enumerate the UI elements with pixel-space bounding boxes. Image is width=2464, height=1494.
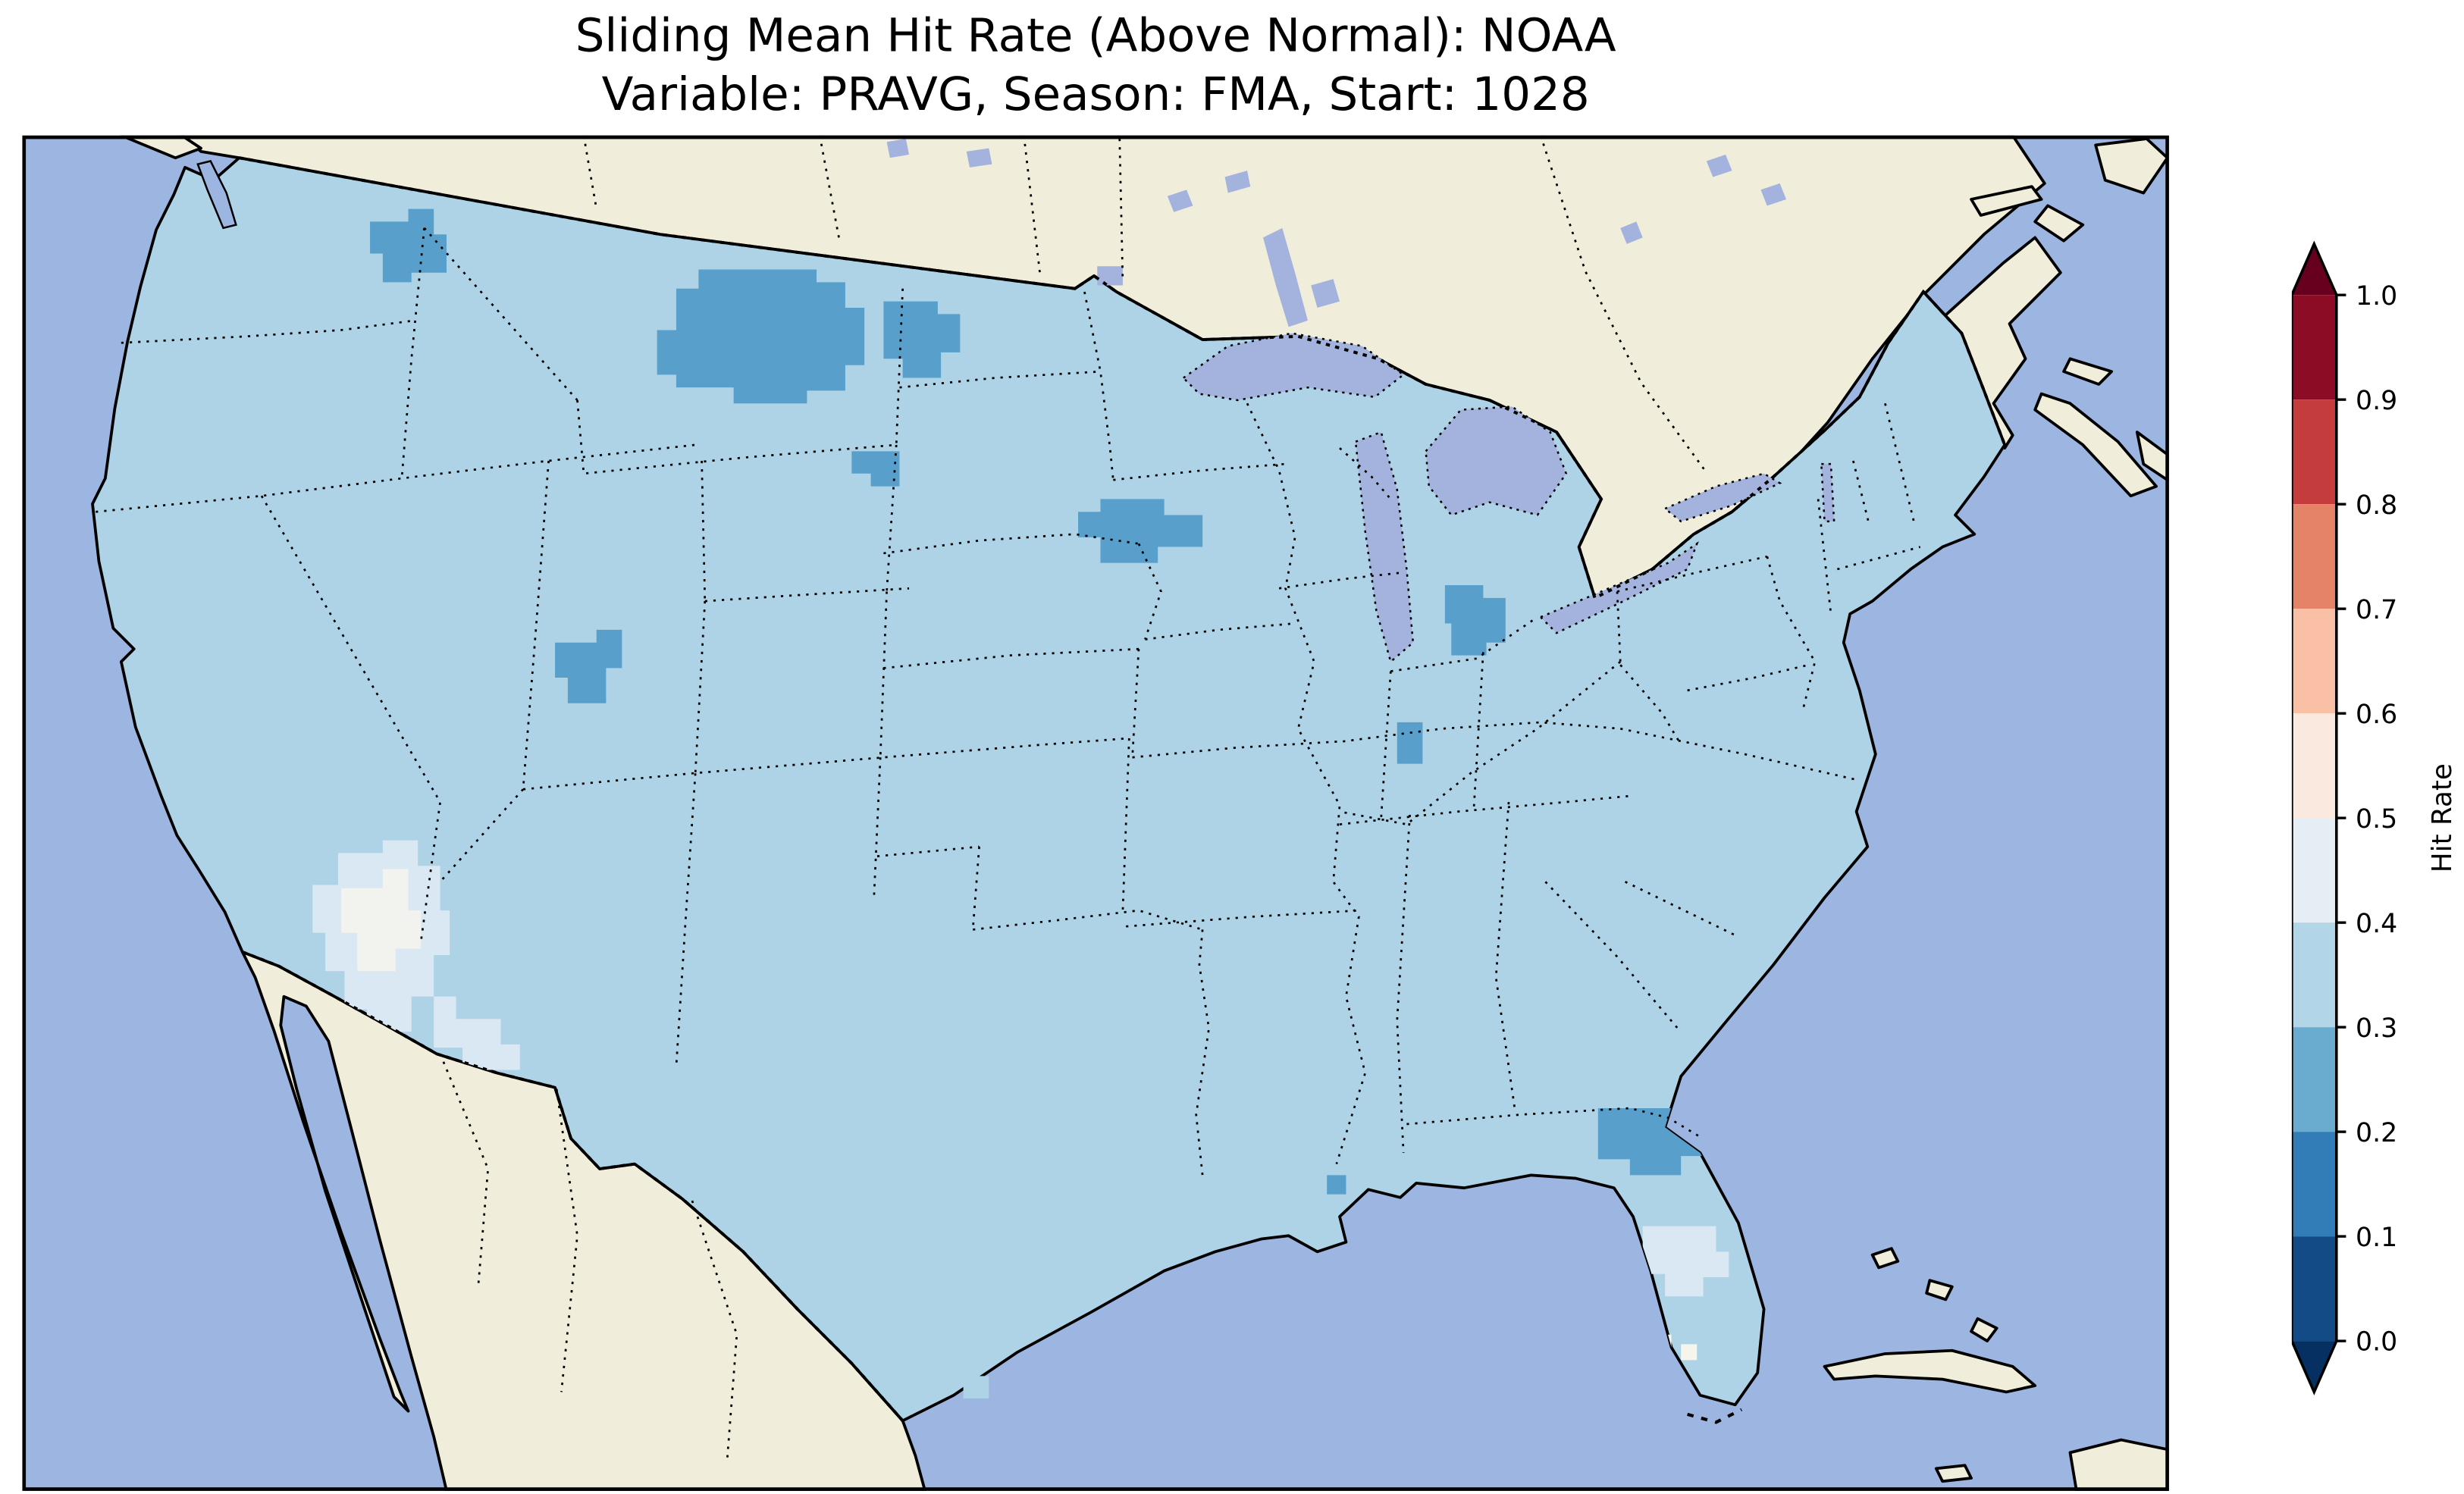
lake-huron <box>1425 406 1568 516</box>
colorbar-segment-0.1-0.2 <box>2291 1132 2337 1237</box>
colorbar-tick-label: 1.0 <box>2356 281 2397 312</box>
patch-montana-east-low <box>883 301 961 378</box>
colorbar-segment-0.4-0.5 <box>2291 818 2337 923</box>
patch-montana-low <box>657 269 865 404</box>
patch-indiana-low <box>1397 722 1423 764</box>
colorbar-tick-label: 0.8 <box>2356 490 2397 521</box>
colorbar-tick-label: 0.5 <box>2356 804 2397 835</box>
state-borders <box>96 227 1921 1176</box>
lake-superior <box>1181 332 1406 402</box>
colorbar-under-arrow <box>2291 1341 2337 1392</box>
colorbar-canvas: 1.0 0.9 0.8 0.7 0.6 0.5 0.4 0.3 0.2 0.1 … <box>2291 240 2458 1395</box>
colorbar-segment-0.8-0.9 <box>2291 399 2337 505</box>
canadian-lakes <box>886 139 1787 327</box>
colorbar-segment-0.9-1.0 <box>2291 295 2337 400</box>
patch-south-dakota-low <box>851 451 900 487</box>
patch-gulf-coast-speck-low <box>1327 1175 1346 1195</box>
vancouver-island <box>119 135 202 160</box>
colorbar-segment-0.6-0.7 <box>2291 609 2337 714</box>
colorbar-segment-0.5-0.6 <box>2291 713 2337 819</box>
colorbar-tick-label: 0.9 <box>2356 386 2397 416</box>
colorbar-segment-0.7-0.8 <box>2291 504 2337 609</box>
great-lakes <box>1181 332 1835 664</box>
colorbar-tick-label: 0.6 <box>2356 700 2397 730</box>
patch-new-mexico-high <box>434 996 520 1070</box>
florida-keys <box>1687 1408 1743 1424</box>
colorbar-axis-label: Hit Rate <box>2427 763 2458 872</box>
axes-frame <box>22 135 2169 1491</box>
hispaniola <box>2068 1438 2169 1491</box>
colorbar-segment-0.0-0.1 <box>2291 1236 2337 1342</box>
plot-title-line-2: Variable: PRAVG, Season: FMA, Start: 102… <box>601 67 1590 121</box>
colorbar: 1.0 0.9 0.8 0.7 0.6 0.5 0.4 0.3 0.2 0.1 … <box>2291 240 2464 1421</box>
patch-utah-low <box>555 629 622 703</box>
colorbar-segment-0.2-0.3 <box>2291 1027 2337 1132</box>
bahamas-islands <box>1870 1247 1998 1343</box>
colorbar-tick-label: 0.3 <box>2356 1013 2397 1044</box>
colorbar-tick-label: 0.4 <box>2356 909 2397 939</box>
lake-champlain <box>1820 462 1835 523</box>
colorbar-ticks: 1.0 0.9 0.8 0.7 0.6 0.5 0.4 0.3 0.2 0.1 … <box>2336 281 2397 1358</box>
colorbar-segment-0.3-0.4 <box>2291 922 2337 1028</box>
lake-ontario <box>1663 472 1782 523</box>
patch-washington-idaho-low <box>370 208 447 283</box>
prince-edward-island <box>2062 357 2114 386</box>
colorbar-tick-label: 0.7 <box>2356 595 2397 625</box>
national-borders <box>239 156 2007 1422</box>
colorbar-tick-label: 0.0 <box>2356 1327 2397 1358</box>
hit-rate-patches <box>236 158 1729 1361</box>
patch-minnesota-iowa-low <box>1078 499 1203 563</box>
cuba <box>1823 1348 2037 1394</box>
patch-arizona-core-higher <box>341 869 422 972</box>
map-canvas <box>22 135 2169 1491</box>
lake-erie <box>1538 541 1699 634</box>
lake-michigan <box>1354 431 1415 664</box>
jamaica <box>1934 1464 1973 1483</box>
colorbar-over-arrow <box>2291 243 2337 296</box>
newfoundland-islands <box>1970 137 2169 243</box>
colorbar-tick-label: 0.2 <box>2356 1118 2397 1148</box>
grid-cell-south-texas <box>963 1376 989 1398</box>
patch-wisconsin-low <box>1444 585 1506 656</box>
patch-florida-central-high <box>1642 1226 1729 1297</box>
puget-sound <box>196 159 237 230</box>
map-axes <box>22 135 2169 1491</box>
nova-scotia <box>2033 392 2158 498</box>
colorbar-tick-label: 0.1 <box>2356 1223 2397 1253</box>
plot-title-line-1: Sliding Mean Hit Rate (Above Normal): NO… <box>575 8 1616 63</box>
canada-mexico-admin-borders <box>439 135 1706 1459</box>
